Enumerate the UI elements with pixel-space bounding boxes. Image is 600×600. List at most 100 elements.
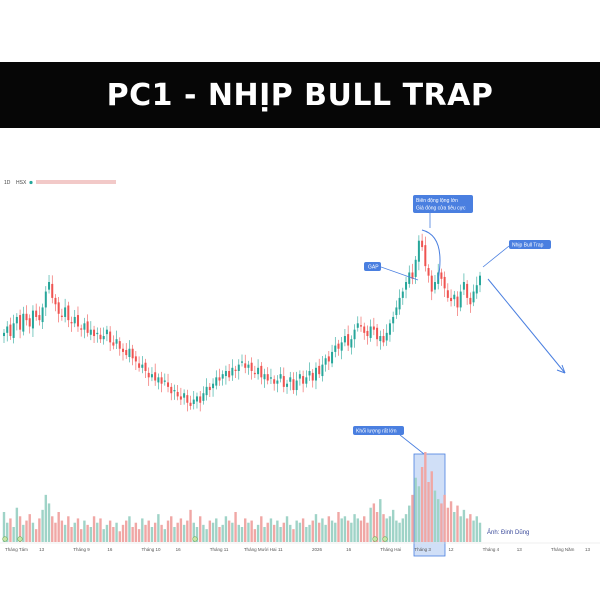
- candle-body: [237, 364, 240, 371]
- volume-bar: [324, 524, 327, 542]
- candle-body: [369, 326, 372, 338]
- candle-body: [224, 370, 227, 377]
- candle-body: [105, 329, 108, 335]
- price-chart[interactable]: 1D HSX GAP Biên động lộng lớn Giá đóng c…: [0, 170, 600, 575]
- candle-body: [38, 315, 41, 321]
- volume-bar: [247, 522, 250, 542]
- volume-bar: [366, 522, 369, 542]
- time-axis: Tháng Tám 13 Tháng 9 16 Tháng 10 16 Tháng 11 Th…: [5, 547, 591, 552]
- volume-bar: [375, 512, 379, 542]
- volume-bar: [244, 518, 247, 542]
- candle-body: [41, 307, 44, 323]
- volume-bar: [83, 520, 86, 542]
- volume-bar: [215, 518, 218, 542]
- volume-bar: [211, 522, 215, 542]
- candle-body: [469, 297, 472, 305]
- x-tick-label: 16: [176, 547, 182, 552]
- candle-body: [382, 336, 385, 343]
- volume-bar: [22, 524, 25, 542]
- volume-bar: [478, 522, 482, 542]
- candle-body: [427, 268, 430, 276]
- volume-bar: [115, 522, 118, 542]
- x-tick-label: Tháng 11: [210, 547, 229, 552]
- volume-bar: [363, 516, 366, 542]
- volume-bar: [89, 527, 93, 542]
- volume-bar: [218, 527, 221, 542]
- candle-body: [433, 282, 436, 290]
- candle-body: [360, 325, 362, 327]
- candle-body: [424, 245, 427, 267]
- candle-body: [150, 374, 153, 378]
- candle-body: [372, 326, 375, 330]
- volume-bar: [330, 520, 334, 542]
- gap-label-box: [364, 262, 381, 271]
- exchange-label: HSX: [16, 180, 27, 186]
- candle-body: [408, 272, 411, 284]
- candle-body: [289, 377, 292, 382]
- volume-bar: [31, 522, 35, 542]
- volume-bar: [128, 516, 131, 542]
- candle-body: [241, 361, 243, 363]
- candle-body: [141, 364, 144, 368]
- candle-body: [446, 290, 449, 298]
- volume-bar: [279, 527, 282, 542]
- candle-body: [401, 291, 404, 298]
- x-tick-label: 13: [585, 547, 591, 552]
- volume-bar: [150, 527, 154, 542]
- candle-body: [466, 283, 469, 298]
- volume-bar: [186, 520, 189, 542]
- volume-bar: [295, 520, 298, 542]
- volume-bar: [462, 509, 466, 542]
- volume-bar: [298, 522, 302, 542]
- volume-bar: [9, 518, 12, 542]
- volume-bar: [308, 524, 311, 542]
- candle-body: [183, 393, 186, 398]
- candle-body: [462, 282, 465, 290]
- decline-arrow-line: [487, 278, 566, 374]
- candle-body: [231, 367, 234, 376]
- volume-bar: [221, 524, 224, 542]
- volume-bar: [76, 518, 80, 542]
- decline-arrow-head: [556, 364, 566, 374]
- candle-body: [324, 358, 327, 365]
- wide-range-line2: Giá đóng cửa tiêu cực: [416, 205, 466, 212]
- candle-body: [60, 315, 63, 317]
- candle-body: [67, 305, 70, 321]
- x-tick-label: Tháng 3: [414, 547, 431, 552]
- candle-body: [356, 323, 359, 328]
- volume-bar: [118, 531, 121, 542]
- chart-header: 1D HSX: [4, 180, 116, 186]
- candle-body: [57, 302, 60, 314]
- candle-body: [64, 307, 67, 317]
- candle-body: [318, 365, 321, 375]
- volume-bar: [379, 499, 382, 542]
- volume-bar: [18, 516, 22, 542]
- volume-bar: [334, 522, 337, 542]
- volume-bar: [266, 522, 269, 542]
- volume-bar: [47, 503, 51, 542]
- candle-body: [479, 275, 481, 286]
- candle-body: [19, 315, 22, 330]
- volume-bar: [453, 512, 456, 542]
- volume-bar: [166, 520, 170, 542]
- volume-pointer: [399, 434, 425, 455]
- volume-bar: [189, 509, 192, 542]
- volume-bar: [475, 516, 478, 542]
- candle-body: [266, 374, 269, 381]
- candle-body: [3, 332, 5, 337]
- x-tick-label: Tháng 9: [73, 547, 90, 552]
- x-tick-label: 16: [346, 547, 352, 552]
- candle-body: [450, 297, 453, 302]
- candle-body: [205, 386, 208, 396]
- volume-bar: [108, 520, 112, 542]
- volume-bar: [102, 529, 105, 542]
- volume-bar: [411, 494, 414, 542]
- volume-bar: [321, 518, 324, 542]
- candle-body: [475, 285, 478, 294]
- volume-bar: [430, 471, 433, 542]
- event-marker: [382, 536, 388, 542]
- candle-body: [109, 331, 112, 343]
- candle-body: [44, 291, 47, 308]
- candle-body: [385, 332, 388, 341]
- candle-body: [363, 326, 366, 333]
